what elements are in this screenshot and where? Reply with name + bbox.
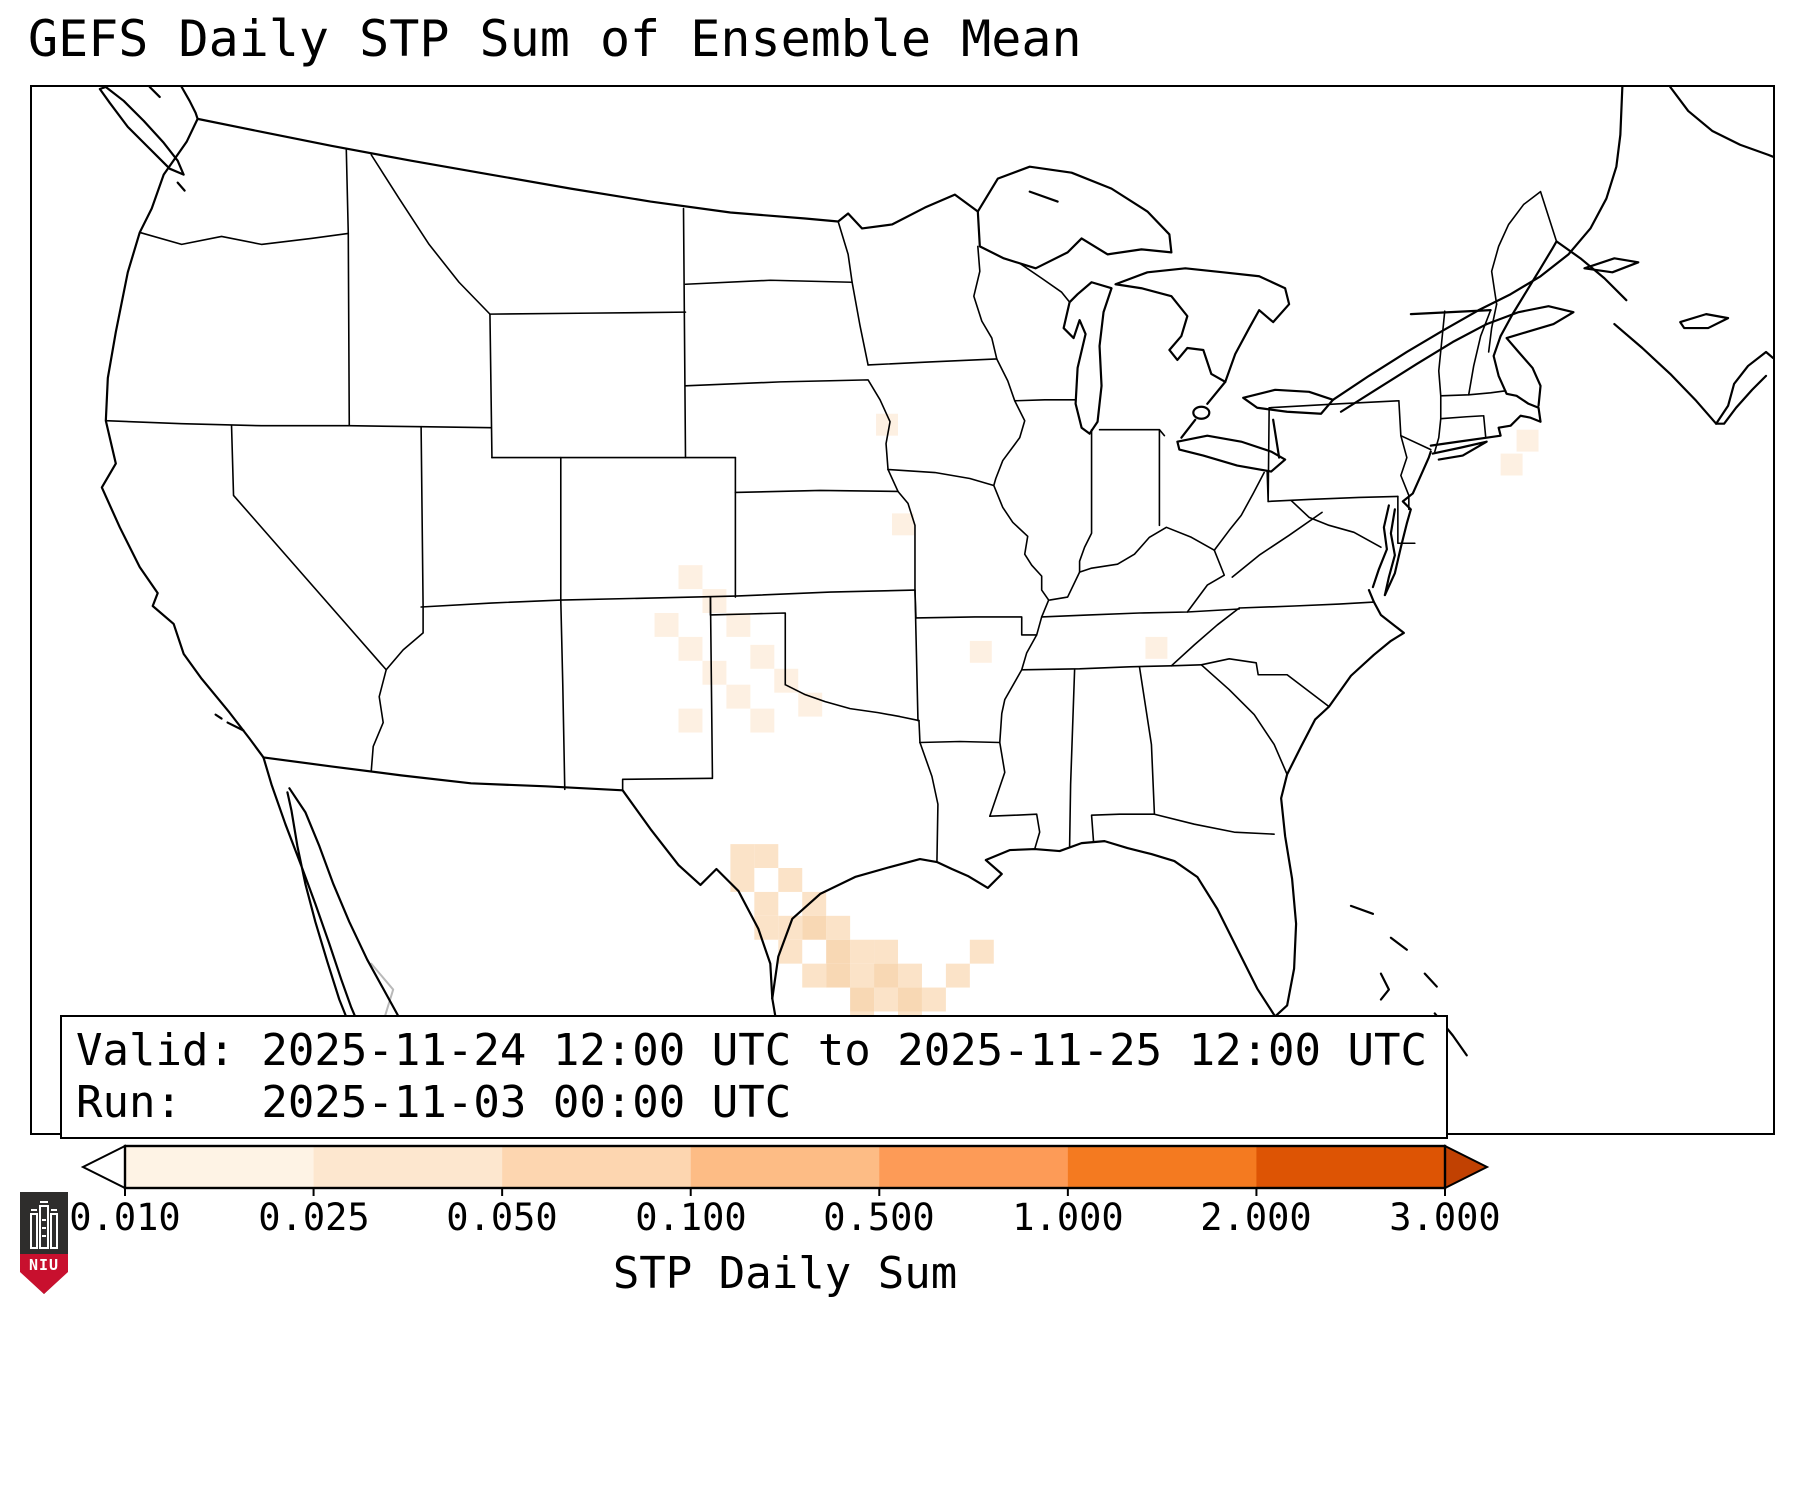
colorbar-svg [80, 1144, 1490, 1196]
tick-label: 0.010 [69, 1196, 181, 1239]
colorbar [0, 1138, 1803, 1213]
colorbar-axis-label: STP Daily Sum [612, 1248, 958, 1299]
tick-label: 0.050 [446, 1196, 558, 1239]
valid-run-info-box: Valid: 2025-11-24 12:00 UTC to 2025-11-2… [60, 1015, 1448, 1139]
state-borders [105, 147, 1558, 863]
niu-text: NIU [28, 1256, 60, 1274]
forecast-map: Valid: 2025-11-24 12:00 UTC to 2025-11-2… [30, 85, 1775, 1139]
run-time-text: Run: 2025-11-03 00:00 UTC [76, 1077, 792, 1128]
colorbar-over-arrow [1444, 1144, 1490, 1190]
tick-label: 0.025 [258, 1196, 370, 1239]
valid-time-text: Valid: 2025-11-24 12:00 UTC to 2025-11-2… [76, 1025, 1428, 1076]
colorbar-under-arrow [80, 1144, 126, 1190]
castle-icon [30, 1201, 58, 1249]
page-title: GEFS Daily STP Sum of Ensemble Mean [28, 10, 1082, 68]
niu-logo: NIU [20, 1192, 68, 1294]
stp-shading-cells [654, 413, 1539, 1060]
tick-label: 0.100 [635, 1196, 747, 1239]
tick-label: 1.000 [1012, 1196, 1124, 1239]
colorbar-tick-labels: 0.010 0.025 0.050 0.100 0.500 1.000 2.00… [0, 1196, 1803, 1242]
tick-label: 3.000 [1389, 1196, 1501, 1239]
conus-map-svg [98, 87, 1773, 1133]
tick-label: 0.500 [823, 1196, 935, 1239]
great-lakes [976, 165, 1488, 473]
canada-coastlines [98, 87, 1773, 425]
tick-label: 2.000 [1200, 1196, 1312, 1239]
